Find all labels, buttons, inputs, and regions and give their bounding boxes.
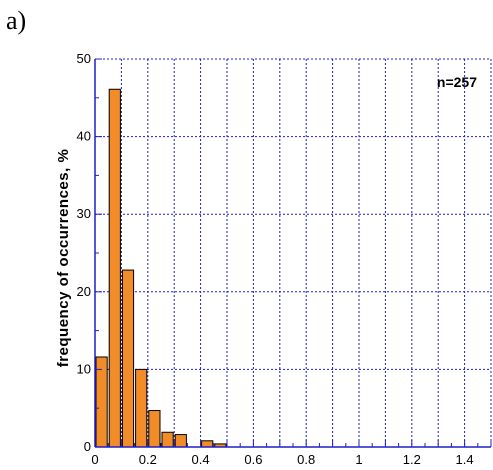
x-tick-label: 0	[91, 452, 98, 467]
sample-size-annotation: n=257	[437, 74, 477, 90]
histogram-bar	[161, 431, 174, 448]
x-tick-label: 1.2	[403, 452, 421, 467]
x-tick-label: 0.6	[244, 452, 262, 467]
histogram-bar	[148, 410, 161, 448]
x-tick-label: 0.8	[297, 452, 315, 467]
x-tick-label: 0.4	[192, 452, 210, 467]
grid-lines	[95, 59, 491, 447]
y-tick-label: 40	[77, 129, 91, 144]
y-tick-labels: 0 10 20 30 40 50	[77, 51, 91, 454]
axes	[94, 58, 492, 448]
histogram-bar	[108, 88, 121, 448]
y-tick-label: 0	[84, 439, 91, 454]
histogram-bar	[135, 368, 148, 448]
histogram-bar	[95, 356, 108, 448]
x-tick-label: 1	[355, 452, 362, 467]
histogram-bar	[201, 440, 214, 448]
y-tick-label: 10	[77, 361, 91, 376]
x-tick-label: 0.2	[139, 452, 157, 467]
histogram-bar	[121, 269, 135, 448]
x-tick-labels: 0 0.2 0.4 0.6 0.8 1 1.2 1.4	[91, 452, 473, 467]
histogram-bars	[95, 88, 227, 448]
histogram-bar	[174, 434, 187, 448]
y-tick-label: 30	[77, 206, 91, 221]
panel-label: a)	[6, 6, 27, 35]
y-tick-label: 20	[77, 284, 91, 299]
y-tick-label: 50	[77, 51, 91, 66]
y-axis-label: frequency of occurrences, %	[55, 149, 72, 368]
x-tick-label: 1.4	[456, 452, 474, 467]
